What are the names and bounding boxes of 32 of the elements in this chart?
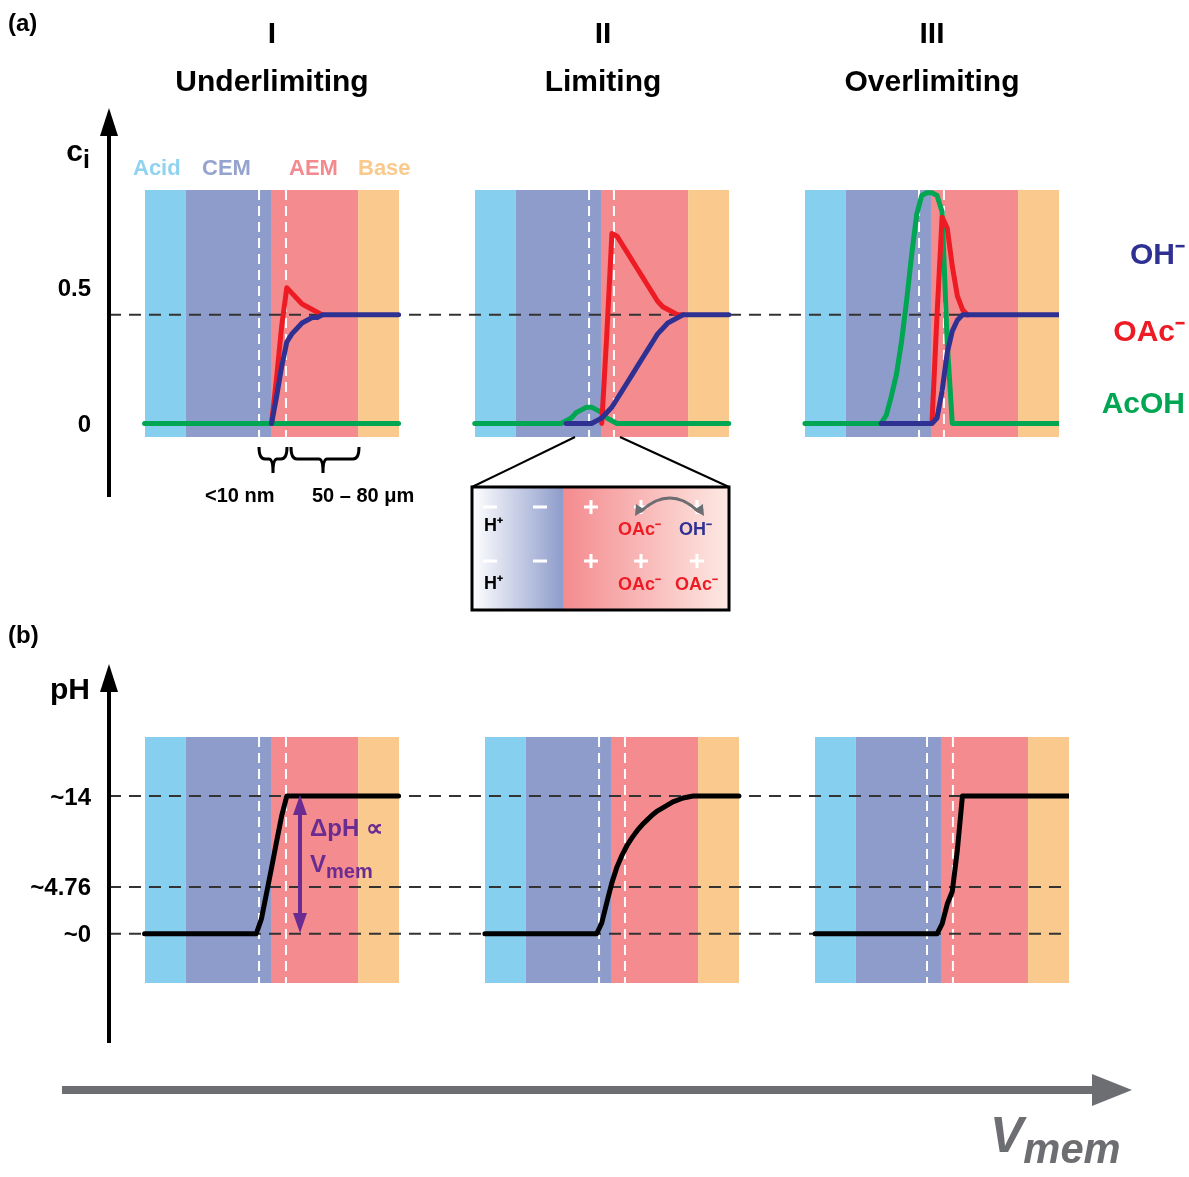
text: Underlimiting [174, 64, 370, 97]
text: H⁺ [484, 515, 503, 536]
text: V$_{mem}$ [990, 1107, 1121, 1172]
text: 50 – 80 μm [312, 484, 415, 506]
text: II [593, 16, 613, 49]
y-tick-label: ~14 [50, 782, 92, 810]
text: (b) [8, 621, 39, 649]
text: OH⁻ [679, 519, 712, 540]
text: Overlimiting [843, 64, 1021, 97]
text: OAc⁻ [675, 574, 719, 595]
text: Limiting [543, 64, 663, 97]
text: I [266, 16, 278, 49]
y-tick-label: 0 [77, 409, 91, 437]
text: Base [358, 155, 411, 181]
text: OAc⁻ [618, 519, 662, 540]
y-tick-label: ~4.76 [30, 873, 91, 901]
y-axis-title: pH [49, 672, 90, 706]
text: <10 nm [205, 484, 275, 506]
y-tick-label: ~0 [63, 920, 91, 948]
y-axis-title: c$_{i}$ [65, 134, 90, 174]
text: III [918, 16, 946, 49]
text: (a) [8, 9, 38, 37]
annotation: ΔpH ∝ V$_{mem}$ [310, 813, 384, 884]
text: AEM [289, 155, 338, 181]
text: H⁺ [484, 573, 503, 594]
text: OAc⁻ [1112, 313, 1185, 349]
text: Acid [133, 155, 181, 181]
series-label: AcOH [1101, 386, 1185, 420]
y-tick-label: 0.5 [57, 274, 91, 302]
text: OH⁻ [1129, 236, 1185, 272]
text: OAc⁻ [618, 574, 662, 595]
text: CEM [202, 155, 251, 181]
